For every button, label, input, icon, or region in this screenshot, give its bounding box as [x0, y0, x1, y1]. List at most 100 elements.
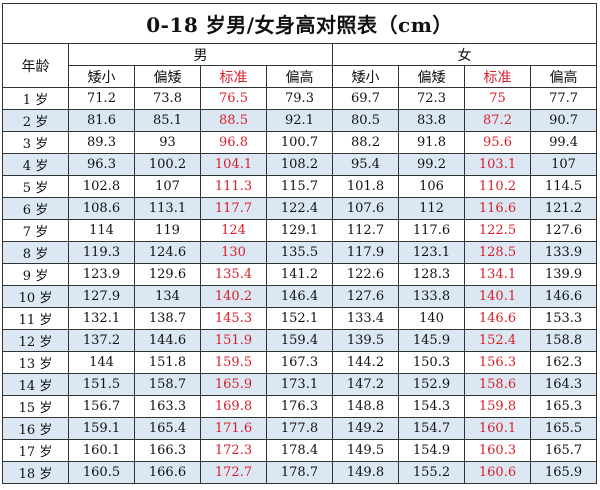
male-value-cell: 152.1 — [266, 307, 333, 330]
age-cell: 16 岁 — [2, 417, 69, 440]
male-value-cell: 130 — [200, 241, 267, 264]
female-value-cell: 156.3 — [464, 351, 531, 374]
female-value-cell: 122.5 — [464, 219, 531, 242]
female-value-cell: 103.1 — [464, 153, 531, 176]
female-value-cell: 72.3 — [398, 87, 465, 110]
female-value-cell: 95.6 — [464, 131, 531, 154]
male-value-cell: 85.1 — [134, 109, 201, 132]
male-value-cell: 159.4 — [266, 329, 333, 352]
female-value-cell: 80.5 — [332, 109, 399, 132]
female-value-cell: 122.6 — [332, 263, 399, 286]
female-value-cell: 69.7 — [332, 87, 399, 110]
female-value-cell: 107.6 — [332, 197, 399, 220]
male-value-cell: 166.6 — [134, 461, 201, 484]
age-cell: 17 岁 — [2, 439, 69, 462]
male-value-cell: 165.9 — [200, 373, 267, 396]
male-value-cell: 108.6 — [68, 197, 135, 220]
male-value-cell: 113.1 — [134, 197, 201, 220]
male-value-cell: 79.3 — [266, 87, 333, 110]
female-value-cell: 83.8 — [398, 109, 465, 132]
age-cell: 2 岁 — [2, 109, 69, 132]
female-value-cell: 154.7 — [398, 417, 465, 440]
male-value-cell: 96.8 — [200, 131, 267, 154]
female-value-cell: 134.1 — [464, 263, 531, 286]
height-chart-sheet: 0-18 岁男/女身高对照表（cm） 年龄 男 女 矮小 偏矮 标准 偏高 矮小… — [1, 3, 598, 487]
table-row: 3 岁 89.3 93 96.8 100.7 88.2 91.8 95.6 99.4 — [2, 131, 598, 154]
female-value-cell: 144.2 — [332, 351, 399, 374]
male-value-cell: 111.3 — [200, 175, 267, 198]
table-row: 9 岁 123.9 129.6 135.4 141.2 122.6 128.3 134.1 13… — [2, 263, 598, 286]
male-value-cell: 108.2 — [266, 153, 333, 176]
male-value-cell: 73.8 — [134, 87, 201, 110]
female-value-cell: 139.5 — [332, 329, 399, 352]
male-value-cell: 141.2 — [266, 263, 333, 286]
height-table: 0-18 岁男/女身高对照表（cm） 年龄 男 女 矮小 偏矮 标准 偏高 矮小… — [1, 3, 598, 484]
male-value-cell: 123.9 — [68, 263, 135, 286]
male-value-cell: 124 — [200, 219, 267, 242]
male-value-cell: 177.8 — [266, 417, 333, 440]
male-value-cell: 92.1 — [266, 109, 333, 132]
male-value-cell: 178.4 — [266, 439, 333, 462]
age-cell: 4 岁 — [2, 153, 69, 176]
female-value-cell: 160.3 — [464, 439, 531, 462]
female-value-cell: 154.9 — [398, 439, 465, 462]
table-title: 0-18 岁男/女身高对照表（cm） — [1, 3, 598, 44]
male-value-cell: 100.2 — [134, 153, 201, 176]
age-cell: 14 岁 — [2, 373, 69, 396]
female-value-cell: 140 — [398, 307, 465, 330]
female-value-cell: 112 — [398, 197, 465, 220]
male-value-cell: 171.6 — [200, 417, 267, 440]
male-value-cell: 129.6 — [134, 263, 201, 286]
female-cat-tall: 偏高 — [529, 65, 598, 88]
male-value-cell: 166.3 — [134, 439, 201, 462]
female-value-cell: 152.4 — [464, 329, 531, 352]
male-value-cell: 104.1 — [200, 153, 267, 176]
male-value-cell: 89.3 — [68, 131, 135, 154]
female-value-cell: 75 — [464, 87, 531, 110]
female-value-cell: 165.9 — [529, 461, 598, 484]
female-value-cell: 110.2 — [464, 175, 531, 198]
female-value-cell: 112.7 — [332, 219, 399, 242]
female-value-cell: 101.8 — [332, 175, 399, 198]
female-value-cell: 146.6 — [464, 307, 531, 330]
female-value-cell: 123.1 — [398, 241, 465, 264]
male-value-cell: 165.4 — [134, 417, 201, 440]
age-cell: 15 岁 — [2, 395, 69, 418]
male-value-cell: 151.8 — [134, 351, 201, 374]
male-value-cell: 151.9 — [200, 329, 267, 352]
male-value-cell: 172.3 — [200, 439, 267, 462]
male-value-cell: 169.8 — [200, 395, 267, 418]
female-value-cell: 149.2 — [332, 417, 399, 440]
female-value-cell: 165.5 — [529, 417, 598, 440]
age-cell: 3 岁 — [2, 131, 69, 154]
female-value-cell: 99.4 — [529, 131, 598, 154]
table-row: 7 岁 114 119 124 129.1 112.7 117.6 122.5 127.6 — [2, 219, 598, 242]
table-row: 17 岁 160.1 166.3 172.3 178.4 149.5 154.9 160.3 1… — [2, 439, 598, 462]
female-value-cell: 133.9 — [529, 241, 598, 264]
male-value-cell: 81.6 — [68, 109, 135, 132]
female-value-cell: 159.8 — [464, 395, 531, 418]
male-value-cell: 117.7 — [200, 197, 267, 220]
male-value-cell: 135.5 — [266, 241, 333, 264]
male-value-cell: 132.1 — [68, 307, 135, 330]
female-value-cell: 128.5 — [464, 241, 531, 264]
male-value-cell: 135.4 — [200, 263, 267, 286]
female-value-cell: 117.9 — [332, 241, 399, 264]
female-value-cell: 165.7 — [529, 439, 598, 462]
male-value-cell: 167.3 — [266, 351, 333, 374]
table-row: 14 岁 151.5 158.7 165.9 173.1 147.2 152.9 158.6 1… — [2, 373, 598, 396]
age-cell: 11 岁 — [2, 307, 69, 330]
table-row: 2 岁 81.6 85.1 88.5 92.1 80.5 83.8 87.2 90.7 — [2, 109, 598, 132]
male-value-cell: 114 — [68, 219, 135, 242]
female-value-cell: 95.4 — [332, 153, 399, 176]
female-value-cell: 164.3 — [529, 373, 598, 396]
female-value-cell: 77.7 — [529, 87, 598, 110]
male-value-cell: 122.4 — [266, 197, 333, 220]
female-value-cell: 107 — [529, 153, 598, 176]
male-value-cell: 151.5 — [68, 373, 135, 396]
male-cat-tall: 偏高 — [266, 65, 333, 88]
female-group-header: 女 — [331, 43, 598, 66]
male-value-cell: 76.5 — [200, 87, 267, 110]
female-value-cell: 154.3 — [398, 395, 465, 418]
age-cell: 1 岁 — [2, 87, 69, 110]
